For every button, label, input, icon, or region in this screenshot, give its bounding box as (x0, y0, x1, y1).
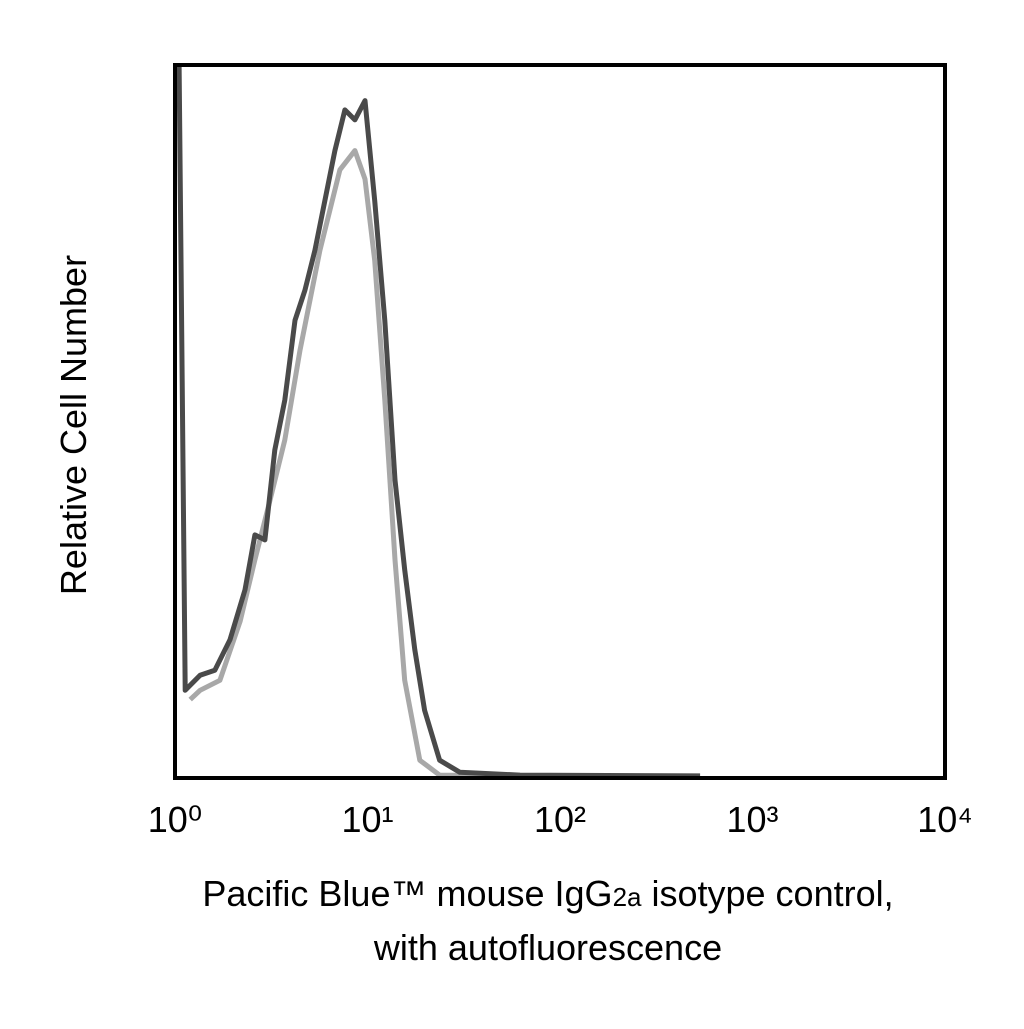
x-tick-label: 10⁰ (148, 799, 202, 840)
x-axis-label-line2: with autofluorescence (373, 927, 722, 968)
x-axis-label-line1: Pacific Blue™ mouse IgG2a isotype contro… (202, 873, 893, 914)
x-tick-label: 10³ (726, 799, 778, 840)
x-tick-label: 10¹ (341, 799, 393, 840)
y-axis-label: Relative Cell Number (53, 255, 94, 595)
x-axis-label-part: isotype control, (641, 873, 893, 914)
x-axis-label-part: Pacific Blue™ mouse IgG (202, 873, 612, 914)
x-tick-label: 10² (534, 799, 586, 840)
plot-frame (173, 63, 947, 780)
x-axis-label-subscript: 2a (613, 882, 642, 912)
histogram-line (176, 64, 701, 779)
histogram-line (188, 148, 600, 779)
x-tick-label: 10⁴ (917, 799, 973, 840)
